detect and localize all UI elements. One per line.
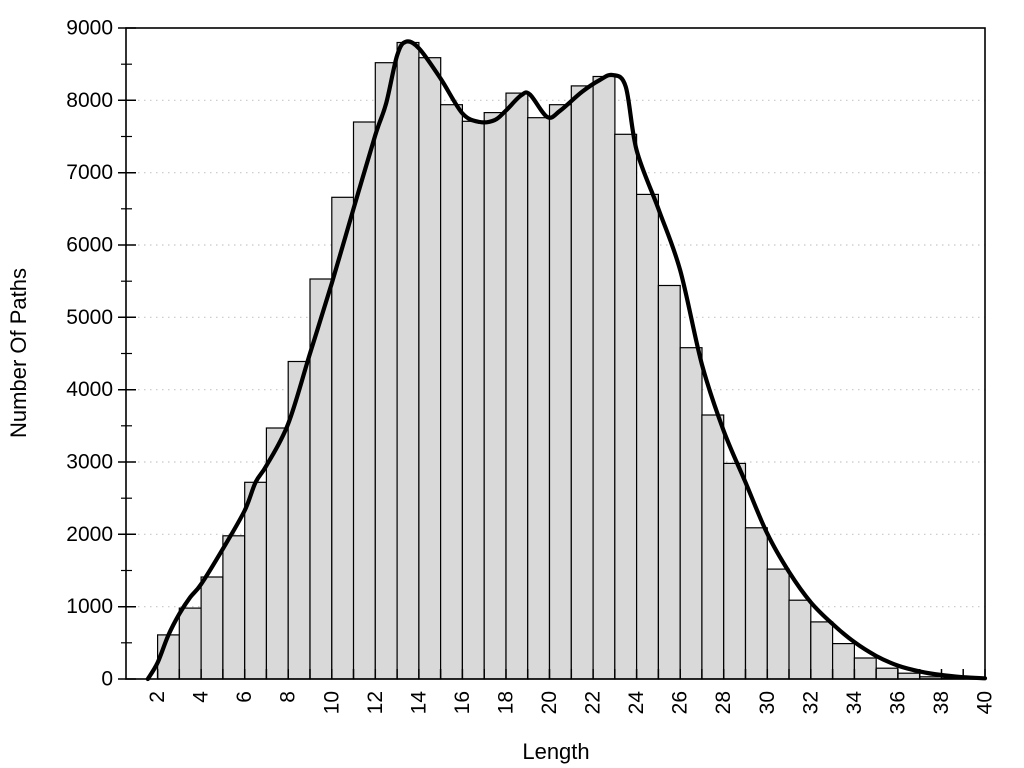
histogram-bar bbox=[483, 111, 507, 680]
x-tick-label: 14 bbox=[407, 691, 430, 715]
x-tick-label: 34 bbox=[843, 691, 866, 715]
histogram-bar bbox=[570, 85, 594, 680]
x-tick-label: 8 bbox=[277, 691, 300, 703]
x-tick-label: 26 bbox=[669, 691, 692, 714]
histogram-bar bbox=[396, 41, 420, 680]
x-tick-label: 24 bbox=[625, 691, 648, 715]
y-tick-label: 8000 bbox=[66, 89, 113, 112]
histogram-bar bbox=[766, 568, 790, 680]
y-tick-label: 4000 bbox=[66, 378, 113, 401]
histogram-bar bbox=[265, 427, 289, 680]
x-tick-label: 32 bbox=[799, 691, 822, 714]
x-tick-label: 36 bbox=[886, 691, 909, 714]
histogram-bar bbox=[418, 57, 442, 680]
x-tick-label: 10 bbox=[320, 691, 343, 714]
histogram-bar bbox=[701, 414, 725, 680]
histogram-bar bbox=[374, 62, 398, 680]
histogram-bar bbox=[505, 92, 529, 680]
x-tick-label: 30 bbox=[756, 691, 779, 714]
histogram-bar bbox=[440, 104, 464, 680]
histogram-bar bbox=[831, 642, 855, 680]
x-tick-label: 18 bbox=[495, 691, 518, 714]
histogram-bar bbox=[788, 599, 812, 680]
histogram-bar bbox=[657, 284, 681, 680]
histogram-bar bbox=[723, 462, 747, 680]
x-tick-label: 38 bbox=[930, 691, 953, 714]
x-tick-label: 2 bbox=[146, 691, 169, 703]
histogram-bar bbox=[853, 657, 877, 680]
x-tick-label: 12 bbox=[364, 691, 387, 714]
y-tick-label: 9000 bbox=[66, 17, 113, 40]
y-tick-label: 5000 bbox=[66, 306, 113, 329]
histogram-bar bbox=[527, 117, 551, 680]
histogram-bar bbox=[222, 535, 246, 680]
histogram-bar bbox=[614, 133, 638, 680]
y-tick-label: 2000 bbox=[66, 523, 113, 546]
histogram-bar bbox=[875, 667, 899, 680]
histogram-bar bbox=[744, 527, 768, 680]
histogram-bar bbox=[352, 121, 376, 680]
y-tick-label: 1000 bbox=[66, 595, 113, 618]
histogram-bar bbox=[592, 75, 616, 680]
histogram-bar bbox=[178, 607, 202, 680]
x-tick-label: 6 bbox=[233, 691, 256, 703]
histogram-bar bbox=[679, 347, 703, 680]
x-tick-label: 40 bbox=[974, 691, 997, 714]
x-tick-label: 20 bbox=[538, 691, 561, 714]
histogram-bar bbox=[897, 672, 921, 680]
plot-frame bbox=[125, 27, 986, 680]
y-tick-label: 0 bbox=[101, 668, 113, 691]
x-tick-label: 4 bbox=[190, 691, 213, 703]
y-tick-label: 7000 bbox=[66, 161, 113, 184]
histogram-bar bbox=[635, 193, 659, 680]
y-tick-label: 3000 bbox=[66, 451, 113, 474]
histogram-bar bbox=[200, 576, 224, 680]
y-axis-label: Number Of Paths bbox=[6, 268, 31, 438]
histogram-bar bbox=[461, 120, 485, 680]
x-tick-label: 16 bbox=[451, 691, 474, 714]
y-tick-label: 6000 bbox=[66, 234, 113, 257]
histogram-bar bbox=[810, 621, 834, 680]
x-tick-label: 28 bbox=[712, 691, 735, 714]
density-curve bbox=[145, 39, 988, 682]
x-axis-label: Length bbox=[522, 739, 590, 764]
histogram-bar bbox=[548, 104, 572, 680]
x-tick-label: 22 bbox=[582, 691, 605, 714]
histogram-bar bbox=[244, 481, 268, 680]
